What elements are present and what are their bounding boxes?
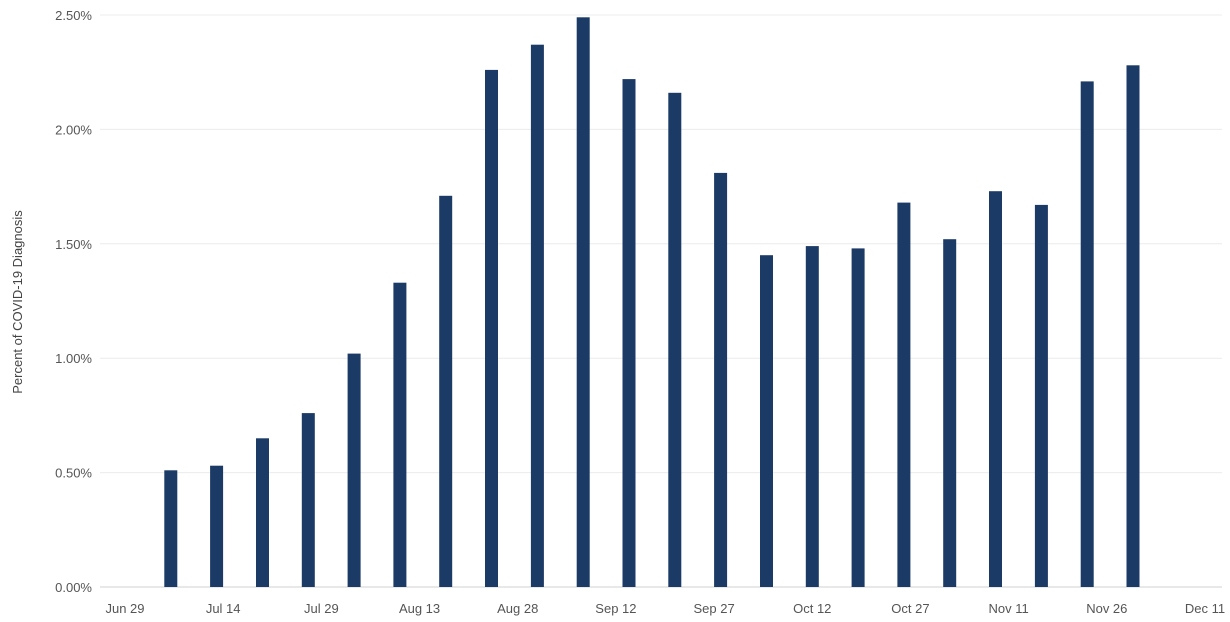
x-tick-label: Sep 27 bbox=[693, 601, 734, 616]
x-tick-label: Nov 26 bbox=[1086, 601, 1127, 616]
x-tick-label: Aug 28 bbox=[497, 601, 538, 616]
bar bbox=[485, 69, 498, 587]
bar bbox=[210, 465, 224, 587]
y-tick-label: 0.50% bbox=[55, 466, 92, 481]
y-axis-title: Percent of COVID-19 Diagnosis bbox=[10, 210, 25, 394]
bar bbox=[393, 282, 407, 587]
bar bbox=[1080, 81, 1094, 588]
bar bbox=[1034, 204, 1048, 587]
x-tick-label: Nov 11 bbox=[989, 601, 1029, 616]
bar bbox=[301, 413, 315, 587]
bar bbox=[622, 79, 636, 587]
bar bbox=[256, 438, 269, 587]
bar bbox=[439, 195, 453, 588]
bar bbox=[668, 92, 682, 588]
x-tick-label: Oct 27 bbox=[891, 601, 929, 616]
y-tick-label: 0.00% bbox=[55, 580, 92, 595]
bar bbox=[989, 191, 1002, 587]
bars bbox=[164, 17, 1140, 588]
x-tick-label: Aug 13 bbox=[399, 601, 440, 616]
bar bbox=[943, 239, 957, 587]
x-tick-label: Jun 29 bbox=[105, 601, 144, 616]
x-axis-ticks: Jun 29 Jul 14 Jul 29 Aug 13 Aug 28 Sep 12 Sep … bbox=[105, 601, 1225, 616]
y-axis-ticks: 0.00% 0.50% 1.00% 1.50% 2.00% 2.50% bbox=[55, 8, 92, 595]
bar bbox=[530, 44, 544, 587]
y-tick-label: 1.50% bbox=[55, 237, 92, 252]
bar bbox=[576, 17, 590, 588]
bar bbox=[897, 202, 911, 587]
x-tick-label: Sep 12 bbox=[595, 601, 636, 616]
y-tick-label: 2.00% bbox=[55, 122, 92, 137]
y-tick-label: 1.00% bbox=[55, 351, 92, 366]
x-tick-label: Jul 14 bbox=[206, 601, 241, 616]
x-tick-label: Jul 29 bbox=[304, 601, 339, 616]
bar bbox=[760, 255, 773, 587]
gridlines bbox=[100, 14, 1222, 474]
bar bbox=[805, 246, 819, 587]
bar bbox=[347, 353, 361, 587]
x-tick-label: Dec 11 bbox=[1185, 601, 1225, 616]
x-tick-label: Oct 12 bbox=[793, 601, 831, 616]
bar bbox=[714, 172, 728, 587]
bar bbox=[851, 248, 865, 587]
bar bbox=[1126, 65, 1140, 588]
y-tick-label: 2.50% bbox=[55, 8, 92, 23]
bar bbox=[164, 470, 178, 587]
